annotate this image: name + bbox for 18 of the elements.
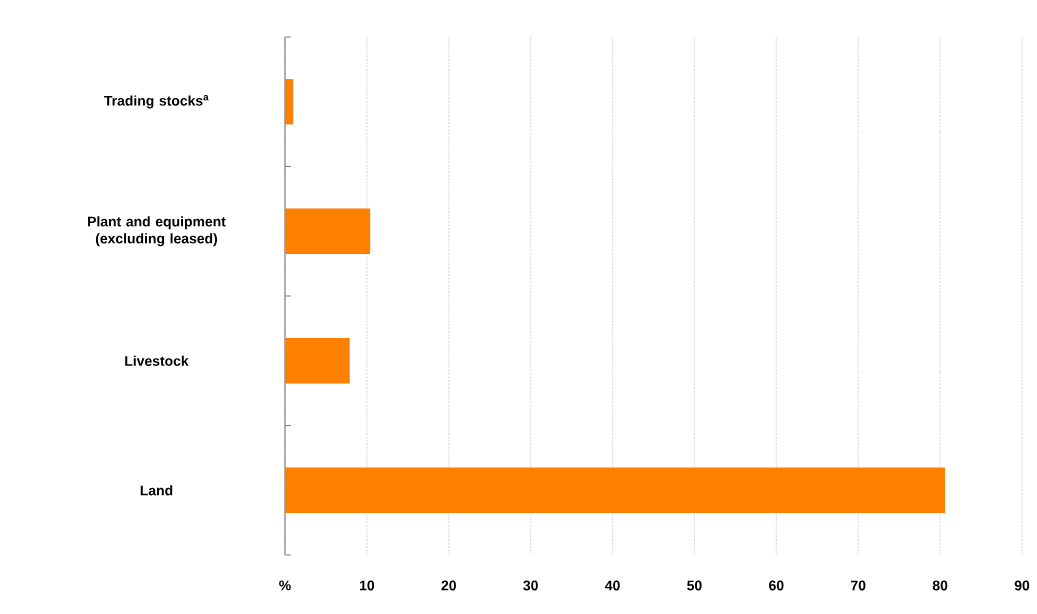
x-tick-label: 60	[769, 580, 784, 591]
y-tick-label: Trading stocks$^{a}$	[104, 95, 209, 109]
x-tick-label: 80	[932, 580, 948, 591]
bar	[285, 467, 946, 513]
x-tick-label: 10	[360, 580, 375, 591]
y-tick-label: Plant and equipment (excluding leased)	[88, 216, 226, 247]
x-tick-label: %	[279, 580, 291, 591]
x-tick-label: 90	[1014, 580, 1030, 591]
x-tick-label: 50	[687, 580, 702, 591]
y-tick-label: Livestock	[125, 355, 189, 366]
x-tick-label: 40	[605, 580, 620, 591]
x-tick-label: 20	[441, 580, 456, 591]
bar	[285, 338, 350, 384]
x-tick-label: 30	[523, 580, 538, 591]
bar	[285, 79, 294, 125]
x-tick-label: 70	[851, 580, 866, 591]
bar	[285, 208, 371, 254]
y-tick-label: Land	[140, 485, 173, 496]
